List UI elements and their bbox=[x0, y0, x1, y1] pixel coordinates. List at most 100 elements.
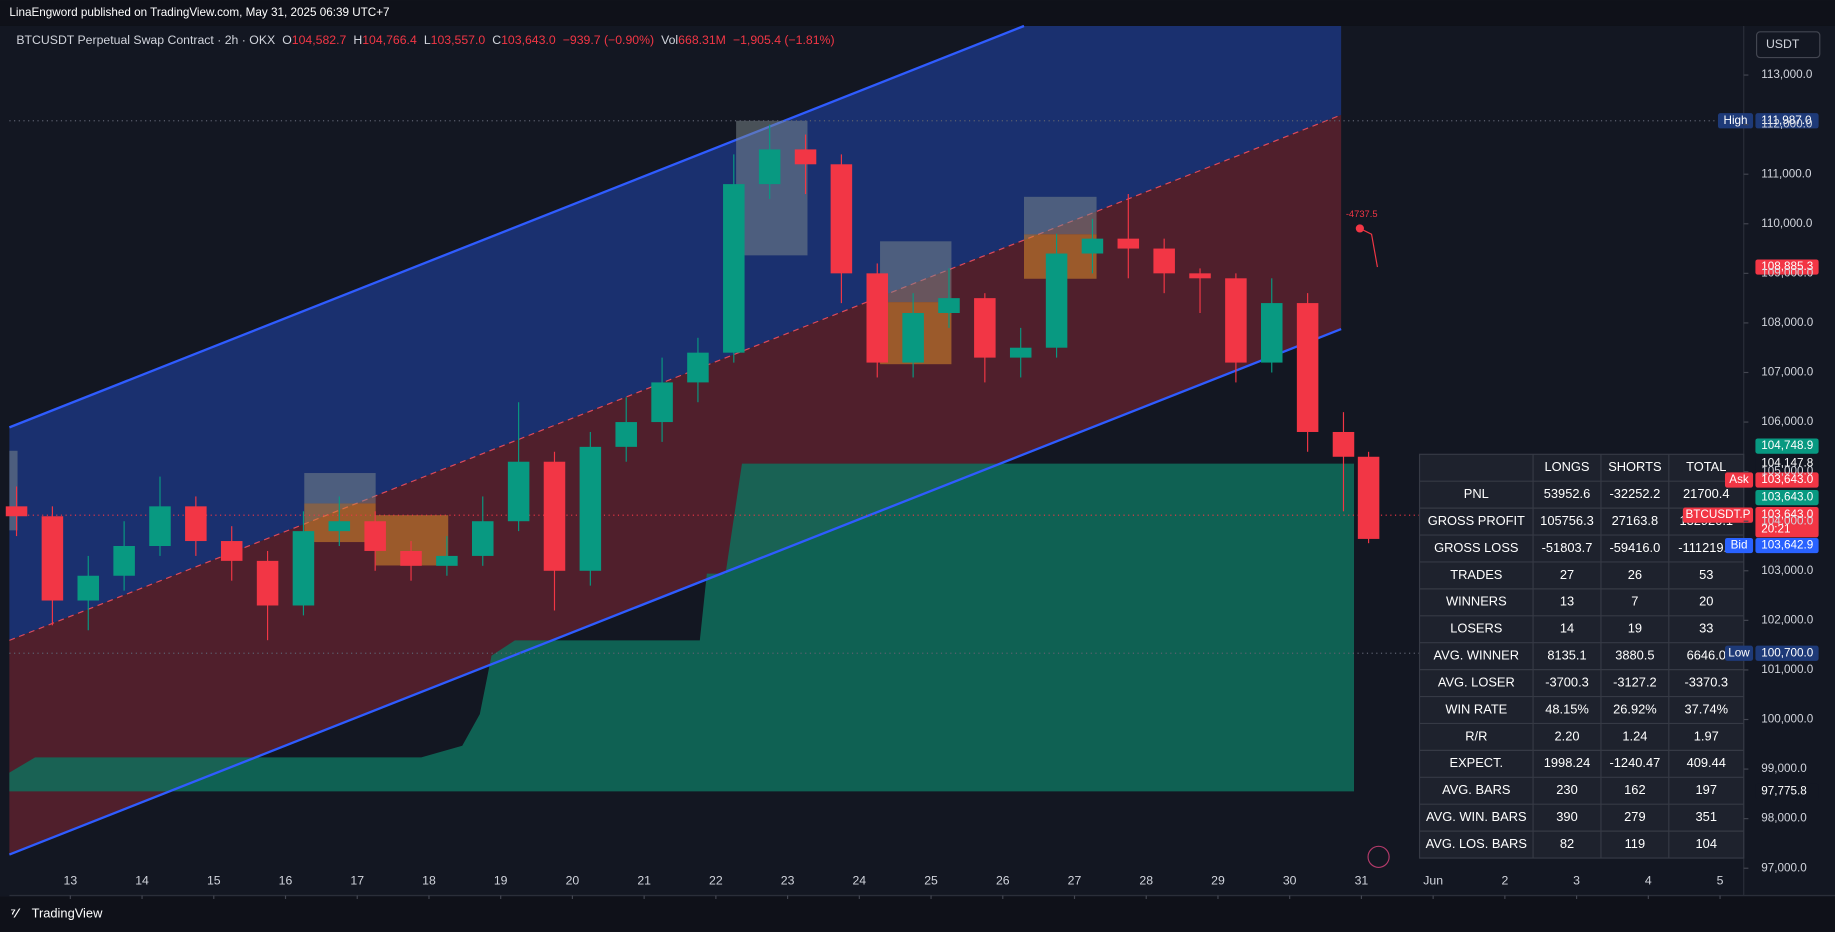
table-cell: -51803.7 bbox=[1542, 540, 1593, 555]
candle-body bbox=[938, 298, 960, 314]
x-tick-label: Jun bbox=[1423, 874, 1443, 888]
candle-body bbox=[687, 352, 709, 383]
table-cell: 27 bbox=[1560, 567, 1574, 582]
y-tick-label: 112,000.0 bbox=[1761, 118, 1813, 131]
box bbox=[304, 473, 376, 504]
table-cell: 104 bbox=[1696, 836, 1717, 851]
table-cell: 7 bbox=[1631, 594, 1638, 609]
ohlc-key: H bbox=[353, 33, 362, 47]
table-cell: 1998.24 bbox=[1544, 755, 1590, 770]
price-badge-tag: Ask bbox=[1729, 473, 1749, 486]
x-tick-label: 17 bbox=[350, 874, 364, 888]
table-cell: 13 bbox=[1560, 594, 1574, 609]
candle-body bbox=[1225, 278, 1247, 363]
channel-lower-line bbox=[8, 327, 1342, 856]
candle-body bbox=[723, 184, 745, 353]
candle-body bbox=[328, 521, 351, 532]
symbol: BTCUSDT Perpetual Swap Contract · 2h · O… bbox=[16, 33, 275, 47]
table-row-label: LOSERS bbox=[1450, 621, 1502, 636]
table-cell: 26.92% bbox=[1613, 701, 1657, 716]
candle-body bbox=[292, 531, 315, 606]
table-cell: 20 bbox=[1699, 594, 1713, 609]
price-badge bbox=[1755, 456, 1819, 472]
price-badge-value: 104,748.9 bbox=[1761, 439, 1813, 452]
x-tick-label: 15 bbox=[207, 874, 221, 888]
alert-icon[interactable] bbox=[1367, 845, 1390, 868]
y-tick-label: 101,000.0 bbox=[1761, 663, 1813, 676]
table-cell: 19 bbox=[1628, 621, 1642, 636]
change: −939.7 (−0.90%) bbox=[563, 33, 654, 47]
table-header: SHORTS bbox=[1608, 459, 1661, 474]
table-cell: 82 bbox=[1560, 836, 1574, 851]
footer-bar bbox=[0, 896, 1835, 932]
candle-body bbox=[256, 560, 279, 606]
table-cell: 409.44 bbox=[1687, 755, 1726, 770]
x-tick-label: 26 bbox=[996, 874, 1010, 888]
table-cell: -3700.3 bbox=[1545, 674, 1589, 689]
table-row-label: AVG. WINNER bbox=[1434, 648, 1520, 663]
box bbox=[880, 241, 952, 303]
price-badge-tag-bg bbox=[1724, 537, 1754, 554]
candle-body bbox=[794, 149, 817, 165]
candle-body bbox=[1332, 431, 1355, 457]
price-badge-tag: Low bbox=[1728, 646, 1750, 659]
x-tick-label: 13 bbox=[64, 874, 78, 888]
vol-label: Vol bbox=[661, 33, 678, 47]
table-row-label: AVG. BARS bbox=[1442, 782, 1510, 797]
candle-body bbox=[758, 149, 781, 185]
channel-upper-line bbox=[8, 24, 1025, 429]
price-badge-value: 108,885.3 bbox=[1761, 260, 1813, 273]
table-cell: 26 bbox=[1628, 567, 1642, 582]
table-cell: 53 bbox=[1699, 567, 1713, 582]
price-badge-value: 111,987.0 bbox=[1761, 114, 1812, 127]
channel-lower-fill bbox=[9, 114, 1342, 855]
price-badge-tag-bg bbox=[1682, 507, 1754, 523]
y-tick-label: 107,000.0 bbox=[1761, 366, 1813, 379]
currency[interactable]: USDT bbox=[1766, 37, 1800, 51]
vol-change: −1,905.4 (−1.81%) bbox=[733, 33, 835, 47]
candle-body bbox=[902, 313, 924, 363]
y-tick-label: 102,000.0 bbox=[1761, 613, 1813, 626]
candle-body bbox=[1081, 238, 1104, 254]
table-cell: 3880.5 bbox=[1615, 648, 1654, 663]
price-badge-sub: 20:21 bbox=[1761, 522, 1790, 535]
table-cell: 27163.8 bbox=[1612, 513, 1658, 528]
logo-mark: ⁷⁄ bbox=[11, 906, 21, 921]
candle-body bbox=[543, 461, 566, 571]
candle-body bbox=[41, 516, 64, 601]
y-tick-label: 98,000.0 bbox=[1761, 812, 1807, 825]
price-badge-value: 103,643.0 bbox=[1761, 491, 1813, 504]
currency-button[interactable] bbox=[1756, 31, 1821, 59]
x-tick-label: 24 bbox=[852, 874, 866, 888]
footer-logo: TradingView bbox=[32, 906, 103, 921]
y-tick-label: 97,000.0 bbox=[1761, 861, 1807, 874]
table-row-label: EXPECT. bbox=[1450, 755, 1504, 770]
box bbox=[1023, 196, 1097, 235]
table-row-label: AVG. WIN. BARS bbox=[1426, 809, 1527, 824]
candle-body bbox=[364, 521, 386, 551]
table-cell: -1240.47 bbox=[1609, 755, 1660, 770]
table-cell: 197 bbox=[1696, 782, 1717, 797]
table-cell: 48.15% bbox=[1545, 701, 1589, 716]
price-badge bbox=[1755, 783, 1819, 799]
candle-body bbox=[830, 164, 853, 274]
x-tick-label: 5 bbox=[1717, 874, 1724, 888]
y-tick-label: 109,000.0 bbox=[1761, 266, 1813, 279]
table-cell: -3127.2 bbox=[1613, 674, 1657, 689]
y-tick-label: 103,000.0 bbox=[1761, 564, 1813, 577]
table-cell: 2.20 bbox=[1554, 728, 1579, 743]
table-header: LONGS bbox=[1544, 459, 1589, 474]
price-badge-value: 103,642.9 bbox=[1761, 539, 1813, 552]
price-badges: 111,987.0 High 108,885.3 104,748.9 104,147.8… bbox=[1682, 113, 1819, 799]
candle-body bbox=[220, 541, 243, 561]
x-tick-label: 19 bbox=[494, 874, 508, 888]
x-tick-label: 30 bbox=[1283, 874, 1297, 888]
x-tick-label: 31 bbox=[1355, 874, 1369, 888]
candle-body bbox=[507, 461, 530, 522]
table-row-label: WINNERS bbox=[1446, 594, 1507, 609]
table-cell: -111219.7 bbox=[1678, 540, 1734, 555]
candle-body bbox=[1045, 253, 1068, 348]
y-tick-label: 111,000.0 bbox=[1761, 167, 1812, 180]
published: LinaEngword published on TradingView.com… bbox=[9, 6, 389, 19]
